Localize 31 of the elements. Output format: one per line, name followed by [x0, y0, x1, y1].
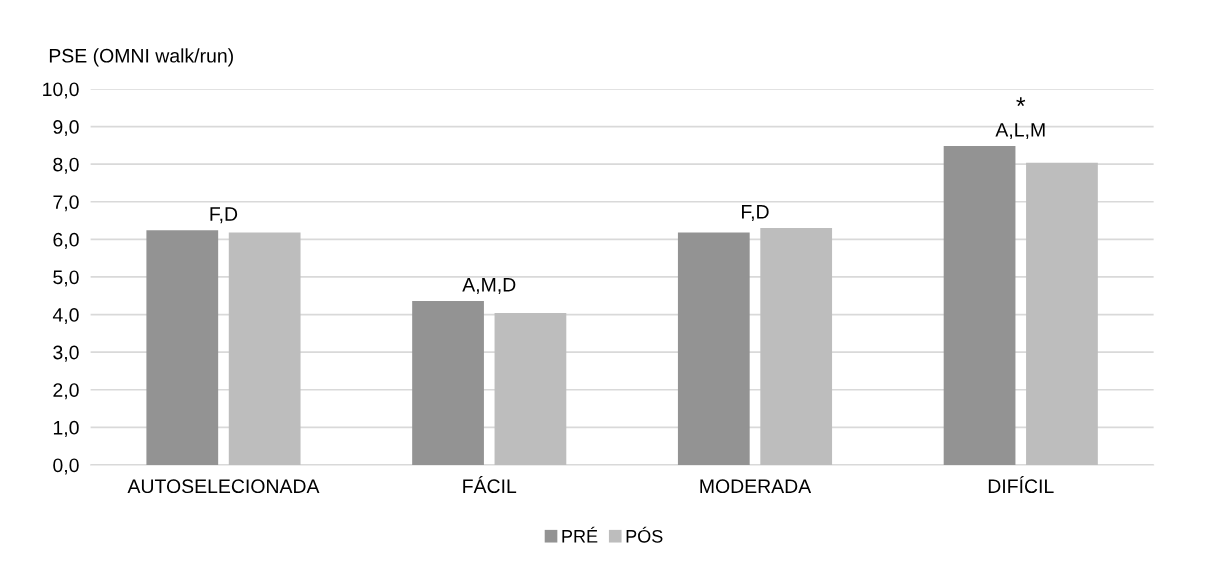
legend-label: PÓS [626, 526, 663, 543]
y-tick-label: 8,0 [53, 157, 79, 174]
bar [677, 232, 750, 465]
annotation: F,D [210, 207, 238, 224]
annotation: F,D [742, 205, 769, 221]
bar [412, 301, 484, 465]
y-tick-label: 10,0 [43, 82, 79, 99]
legend-label: PRÉ [562, 526, 598, 543]
x-tick-label: AUTOSELECIONADA [127, 479, 320, 494]
bar [146, 230, 219, 465]
bar [760, 228, 833, 465]
annotation: A,M,D [462, 278, 516, 294]
y-tick-label: 9,0 [53, 120, 79, 137]
y-axis-title: PSE (OMNI walk/run) [49, 48, 233, 67]
annotation: * [1016, 97, 1026, 107]
y-tick-label: 4,0 [52, 308, 79, 325]
bar [1026, 162, 1098, 465]
x-tick-label: FÁCIL [463, 476, 517, 494]
y-tick-label: 5,0 [53, 270, 79, 287]
bar [228, 232, 301, 465]
y-tick-label: 0,0 [53, 458, 79, 475]
x-tick-label: MODERADA [700, 479, 812, 494]
annotation: A,L,M [995, 123, 1045, 140]
y-tick-label: 2,0 [53, 383, 79, 400]
bar [943, 146, 1016, 465]
y-tick-label: 3,0 [53, 345, 79, 362]
y-tick-label: 1,0 [53, 420, 79, 437]
bar [494, 313, 567, 465]
y-tick-label: 7,0 [53, 195, 79, 212]
x-tick-label: DIFÍCIL [988, 476, 1054, 494]
y-tick-label: 6,0 [53, 232, 79, 249]
